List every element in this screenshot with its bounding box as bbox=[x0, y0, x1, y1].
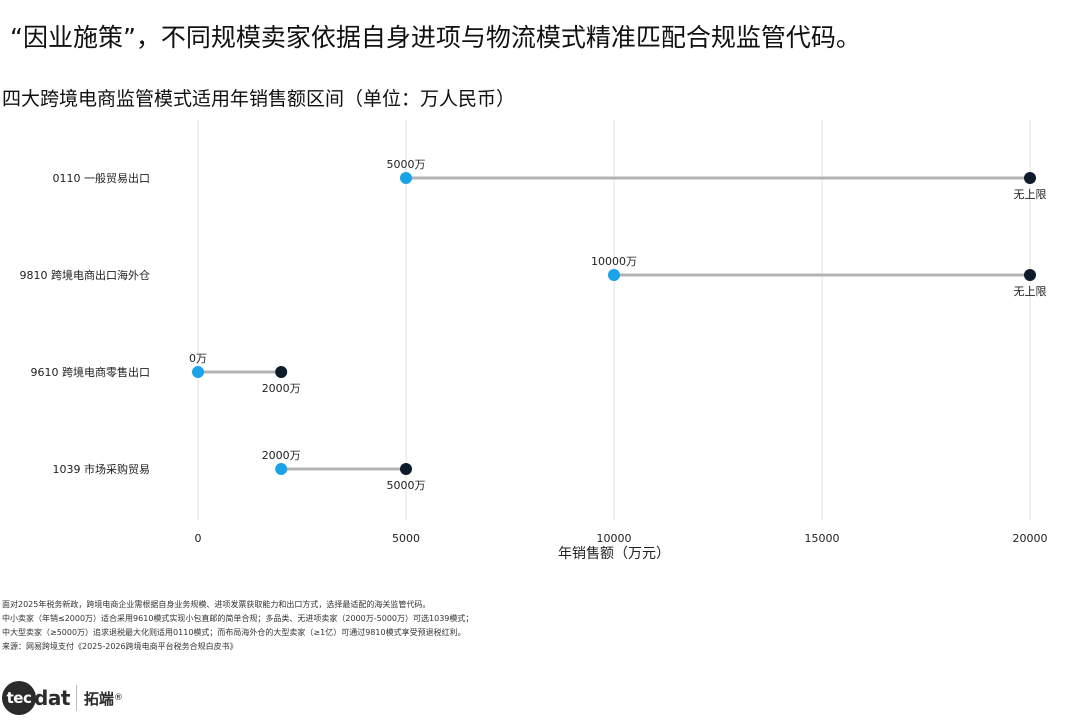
end-value-label: 无上限 bbox=[1014, 285, 1047, 298]
end-value-label: 5000万 bbox=[387, 479, 426, 492]
brand-logo: tec dat 拓端 ® bbox=[2, 681, 123, 715]
start-value-label: 10000万 bbox=[591, 255, 637, 268]
end-point bbox=[400, 463, 412, 475]
start-point bbox=[608, 269, 620, 281]
start-point bbox=[192, 366, 204, 378]
chart-title: 四大跨境电商监管模式适用年销售额区间（单位：万人民币） bbox=[2, 88, 516, 110]
y-category-label: 9810 跨境电商出口海外仓 bbox=[20, 268, 151, 282]
logo-chinese-name: 拓端 bbox=[83, 689, 114, 708]
logo-wordmark: dat bbox=[34, 686, 70, 710]
start-value-label: 5000万 bbox=[387, 158, 426, 171]
logo-badge: tec bbox=[2, 681, 36, 715]
registered-mark: ® bbox=[113, 693, 123, 703]
logo-divider bbox=[75, 685, 77, 711]
start-value-label: 0万 bbox=[189, 352, 207, 365]
grid-layer bbox=[197, 120, 1031, 520]
x-axis-label: 年销售额（万元） bbox=[558, 546, 670, 562]
y-category-label: 0110 一般贸易出口 bbox=[53, 171, 151, 185]
footnotes: 面对2025年税务新政，跨境电商企业需根据自身业务规模、进项发票获取能力和出口方… bbox=[2, 598, 473, 654]
end-value-label: 无上限 bbox=[1014, 188, 1047, 201]
x-tick-label: 15000 bbox=[805, 532, 840, 545]
y-category-labels: 0110 一般贸易出口 9810 跨境电商出口海外仓 9610 跨境电商零售出口 10… bbox=[20, 171, 151, 476]
dumbbell-chart: 0 5000 10000 15000 20000 0110 一般贸易出口 9810 跨境电… bbox=[20, 120, 1048, 562]
x-tick-label: 10000 bbox=[597, 532, 632, 545]
headline: “因业施策”，不同规模卖家依据自身进项与物流模式精准匹配合规监管代码。 bbox=[10, 23, 861, 52]
dumbbell-row: 0万 2000万 bbox=[189, 352, 301, 395]
dumbbell-row: 2000万 5000万 bbox=[262, 449, 426, 492]
x-tick-label: 5000 bbox=[392, 532, 420, 545]
end-value-label: 2000万 bbox=[262, 382, 301, 395]
start-point bbox=[400, 172, 412, 184]
footnote-line: 中大型卖家（≥5000万）追求退税最大化则适用0110模式；而布局海外仓的大型卖… bbox=[2, 628, 466, 637]
x-tick-labels: 0 5000 10000 15000 20000 bbox=[195, 532, 1048, 545]
start-value-label: 2000万 bbox=[262, 449, 301, 462]
x-tick-label: 20000 bbox=[1013, 532, 1048, 545]
x-tick-label: 0 bbox=[195, 532, 202, 545]
y-category-label: 9610 跨境电商零售出口 bbox=[31, 365, 151, 379]
end-point bbox=[1024, 172, 1036, 184]
footnote-line: 面对2025年税务新政，跨境电商企业需根据自身业务规模、进项发票获取能力和出口方… bbox=[2, 600, 431, 609]
footnote-line: 中小卖家（年销≤2000万）适合采用9610模式实现小包直邮的简单合规；多品类、… bbox=[2, 614, 474, 623]
y-category-label: 1039 市场采购贸易 bbox=[53, 462, 151, 476]
start-point bbox=[275, 463, 288, 475]
end-point bbox=[275, 366, 288, 378]
source-line: 来源：网易跨境支付《2025-2026跨境电商平台税务合规白皮书》 bbox=[2, 642, 238, 651]
end-point bbox=[1024, 269, 1036, 281]
